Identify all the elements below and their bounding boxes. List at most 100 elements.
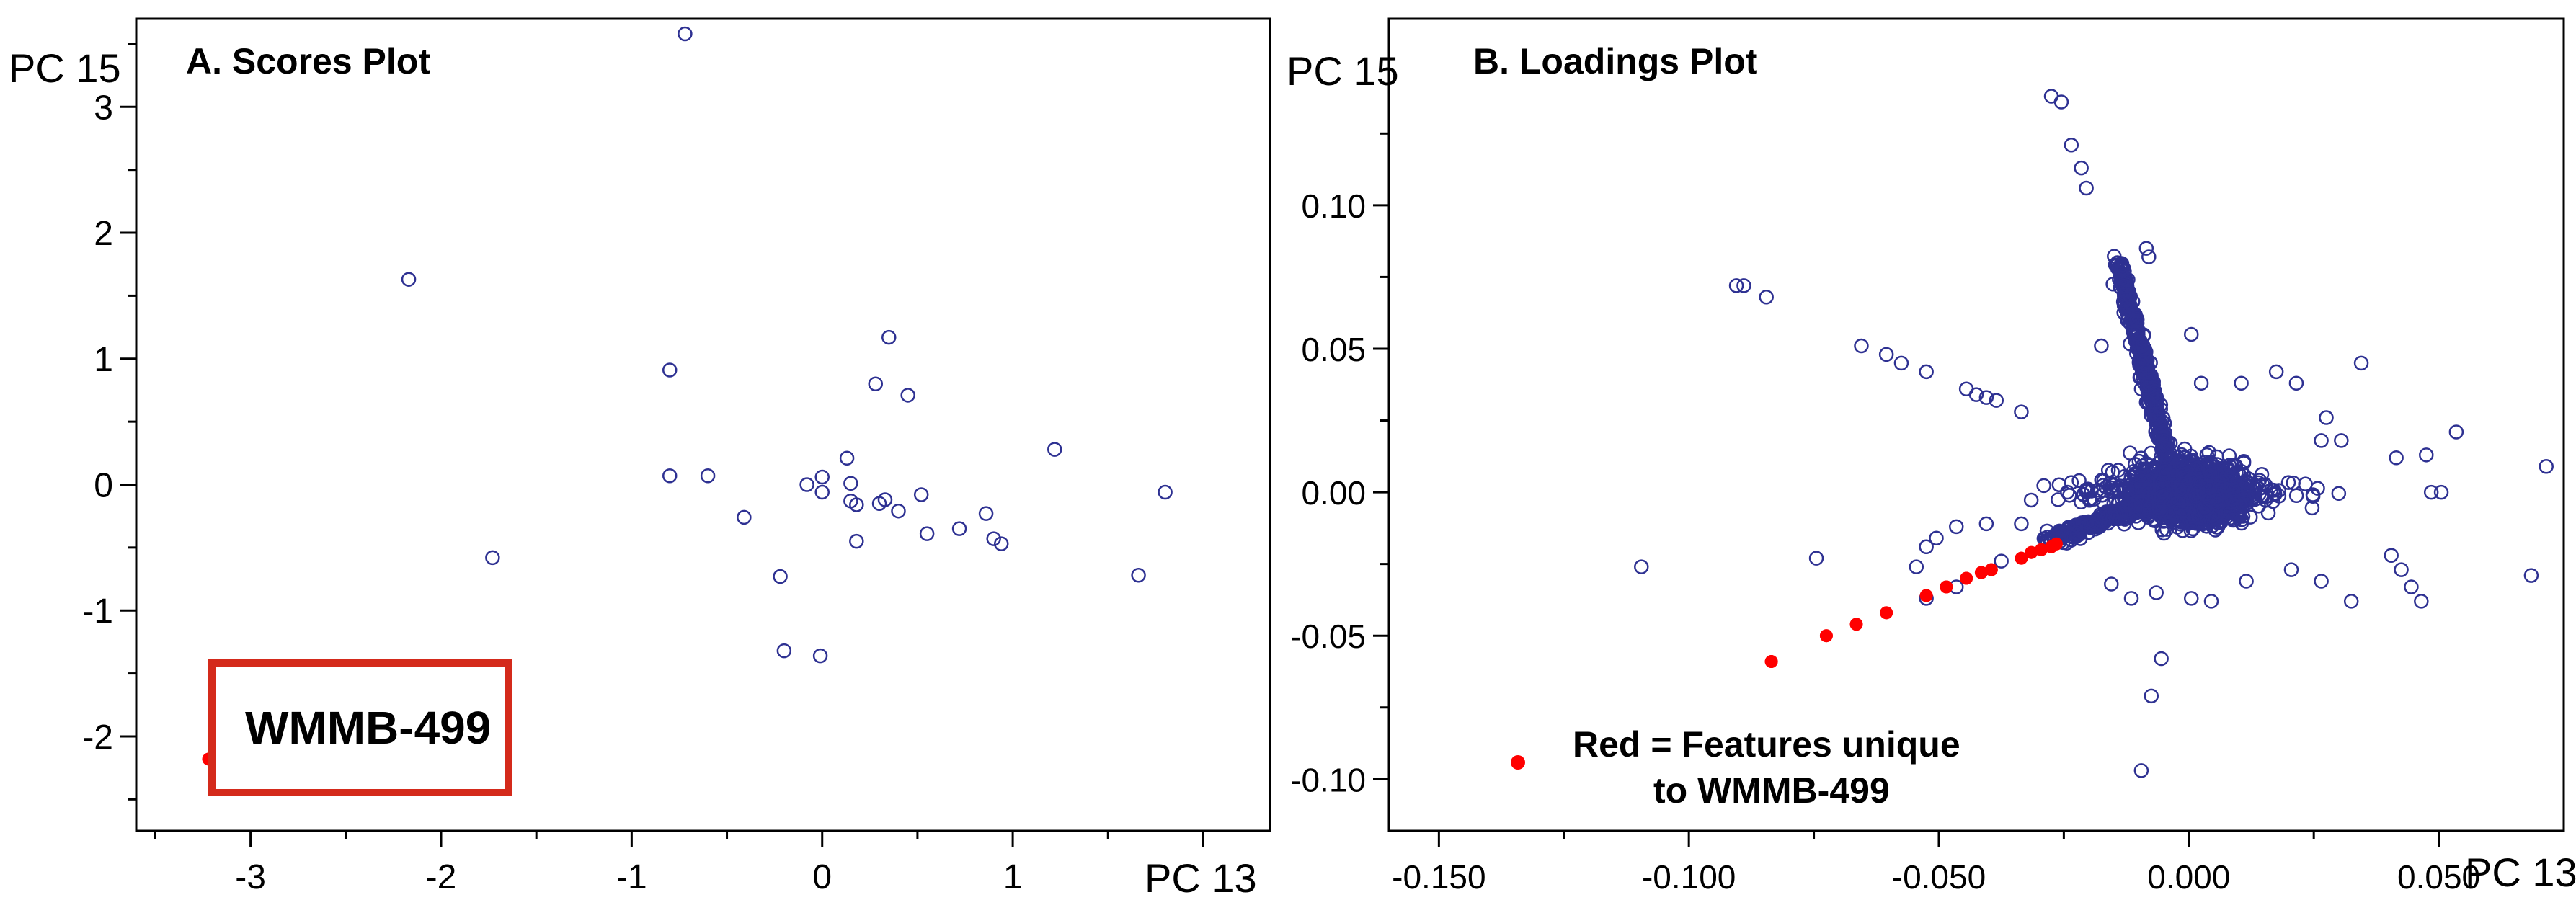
data-point: [1978, 390, 1994, 405]
cluster-point: [2106, 483, 2122, 498]
cluster-point: [2217, 466, 2232, 481]
data-point: [2239, 574, 2254, 589]
data-point: [2053, 94, 2069, 110]
cluster-point: [2060, 484, 2075, 500]
y-tick-label: 0.00: [1301, 474, 1366, 512]
cluster-point: [2193, 457, 2208, 472]
data-point: [662, 362, 678, 378]
highlight-point: [2049, 537, 2063, 551]
cluster-point: [2171, 482, 2187, 497]
y-tick-label: 0: [94, 466, 113, 504]
x-tick-label: -0.050: [1892, 858, 1986, 896]
data-point: [913, 487, 929, 502]
data-point: [2234, 375, 2249, 391]
cluster-point: [2221, 461, 2237, 477]
x-tick-label: 1: [1003, 858, 1023, 896]
data-point: [2094, 338, 2109, 354]
loadings-plot-legend: Red = Features unique to WMMB-499: [1511, 724, 1960, 811]
data-point: [1994, 553, 2009, 569]
cluster-point: [2234, 512, 2249, 527]
data-point: [700, 468, 716, 484]
data-point: [2014, 404, 2029, 419]
loadings-plot-title: B. Loadings Plot: [1473, 41, 1758, 81]
highlight-point: [2025, 545, 2038, 559]
y-tick-label: -0.05: [1290, 618, 1366, 655]
cluster-point: [2086, 519, 2102, 535]
data-point: [849, 497, 864, 512]
cluster-point: [2140, 380, 2156, 396]
cluster-point: [2157, 450, 2172, 465]
data-point: [2419, 447, 2434, 463]
data-point: [1989, 393, 2004, 408]
data-point: [2184, 591, 2199, 606]
scores-plot-ticks: -3 -2 -1 0 1 -2 -1 0 1 2 3: [82, 43, 1204, 896]
data-point: [891, 503, 906, 519]
cluster-point: [2201, 445, 2217, 460]
data-point: [849, 533, 864, 549]
data-point: [993, 536, 1009, 551]
data-point: [2138, 241, 2154, 256]
cluster-point: [2236, 453, 2252, 469]
cluster-point: [2304, 500, 2320, 516]
legend-red-marker: [1511, 755, 1525, 770]
wmmb-499-highlight-box: [208, 659, 512, 796]
cluster-point: [2137, 481, 2153, 497]
cluster-point: [2086, 514, 2102, 529]
cluster-point: [2152, 501, 2167, 516]
data-point: [2343, 594, 2359, 609]
data-point: [2149, 585, 2164, 600]
cluster-point: [2139, 473, 2155, 489]
data-point: [978, 506, 994, 521]
cluster-point: [2128, 313, 2144, 329]
x-tick-label: -0.100: [1642, 858, 1736, 896]
data-point: [1728, 278, 1744, 293]
legend-line-2: to WMMB-499: [1653, 770, 1890, 811]
cluster-point: [2288, 488, 2304, 503]
cluster-point: [2130, 322, 2146, 337]
loadings-plot-points: [1634, 89, 2554, 778]
data-point: [2414, 594, 2429, 609]
x-tick-label: -3: [235, 858, 266, 896]
highlight-point: [1819, 629, 1833, 643]
scores-plot-panel: A. Scores Plot PC 15 PC 13 -3 -2 -1 0 1 -2 -1 0…: [9, 17, 1271, 901]
data-point: [2074, 160, 2089, 176]
cluster-point: [2071, 473, 2087, 489]
data-point: [2334, 433, 2349, 448]
cluster-point: [2175, 508, 2190, 523]
cluster-point: [2310, 481, 2325, 496]
highlight-point: [2015, 551, 2028, 565]
cluster-point: [2203, 491, 2218, 507]
y-tick-label: -2: [82, 718, 113, 757]
scores-plot-ylabel: PC 15: [9, 45, 121, 91]
data-point: [881, 329, 897, 345]
cluster-point: [2116, 484, 2131, 499]
cluster-point: [2260, 505, 2276, 521]
cluster-point: [2224, 491, 2239, 507]
cluster-point: [2168, 507, 2183, 522]
loadings-dense-cluster: [2023, 249, 2347, 551]
data-point: [1854, 338, 1869, 354]
cluster-point: [2286, 475, 2301, 491]
data-point: [2404, 579, 2419, 594]
cluster-point: [2208, 511, 2224, 526]
data-point: [812, 648, 828, 664]
cluster-point: [2097, 507, 2113, 523]
data-point: [2394, 562, 2409, 577]
scores-plot-frame: [135, 17, 1271, 832]
data-point: [2184, 326, 2199, 342]
data-point: [814, 469, 830, 485]
cluster-point: [2267, 483, 2282, 498]
data-point: [2423, 484, 2439, 500]
data-point: [2384, 548, 2399, 563]
data-point: [2389, 450, 2404, 466]
data-point: [1919, 364, 1934, 380]
highlight-point: [1764, 655, 1778, 669]
cluster-point: [2069, 525, 2085, 541]
cluster-point: [2102, 480, 2118, 496]
data-point: [2319, 410, 2334, 425]
data-point: [2141, 249, 2157, 264]
x-tick-label: -1: [616, 858, 647, 896]
cluster-point: [2051, 477, 2067, 492]
scores-plot-points: [202, 26, 1173, 766]
y-tick-label: -1: [82, 592, 113, 631]
